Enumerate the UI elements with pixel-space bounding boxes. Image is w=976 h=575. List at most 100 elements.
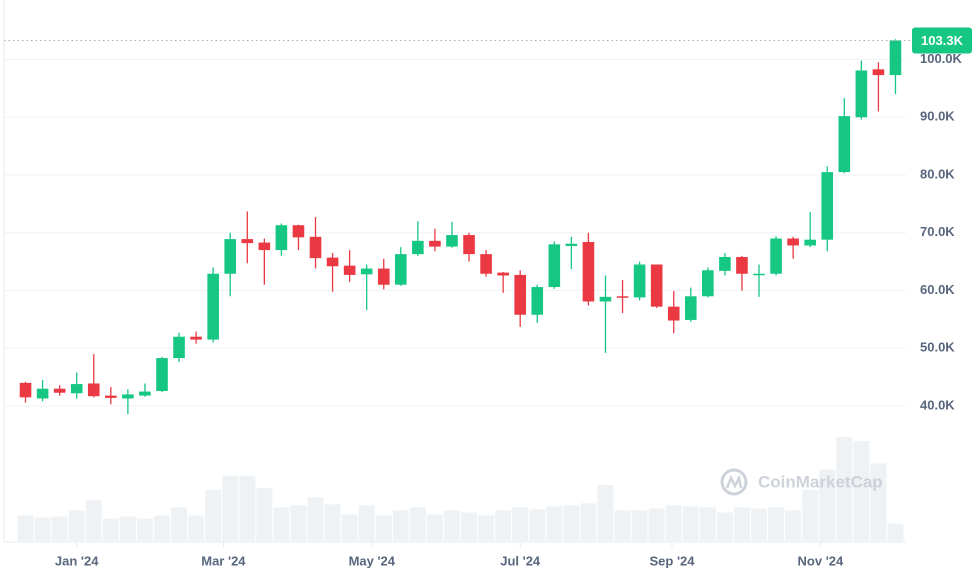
volume-bar bbox=[443, 510, 460, 541]
x-tick-label: Sep '24 bbox=[650, 553, 696, 568]
y-tick-label: 80.0K bbox=[920, 166, 955, 181]
candle-body bbox=[19, 382, 32, 398]
candle-body bbox=[105, 395, 117, 398]
candle-body bbox=[514, 274, 527, 315]
candle-body bbox=[719, 257, 731, 271]
volume-bar bbox=[768, 507, 785, 541]
volume-bar bbox=[665, 505, 682, 541]
volume-bar bbox=[205, 490, 222, 541]
volume-bar bbox=[870, 463, 887, 541]
y-tick-label: 50.0K bbox=[920, 340, 955, 355]
volume-bar bbox=[716, 512, 733, 541]
volume-bar bbox=[597, 484, 614, 541]
candle-body bbox=[360, 268, 373, 275]
volume-bar bbox=[51, 516, 68, 541]
volume-bar bbox=[887, 523, 904, 541]
candle-body bbox=[70, 384, 83, 394]
volume-bar bbox=[819, 469, 836, 541]
candle-body bbox=[156, 358, 168, 391]
volume-bar bbox=[188, 515, 205, 541]
candle-body bbox=[633, 264, 646, 298]
volume-bar bbox=[119, 516, 136, 541]
last-price-box bbox=[912, 27, 972, 54]
volume-bar bbox=[273, 507, 290, 541]
candle-body bbox=[787, 238, 799, 246]
candle-body bbox=[139, 391, 151, 396]
volume-bar bbox=[85, 500, 102, 541]
volume-bar bbox=[34, 517, 51, 541]
volume-bar bbox=[563, 505, 580, 541]
volume-bar bbox=[307, 497, 324, 541]
candle-body bbox=[122, 394, 134, 399]
volume-bar bbox=[682, 506, 699, 541]
candle-body bbox=[599, 296, 612, 302]
candle-body bbox=[736, 257, 748, 274]
candle-body bbox=[224, 239, 237, 274]
volume-bar bbox=[529, 509, 546, 541]
volume-bar bbox=[546, 506, 563, 541]
volume-bar bbox=[426, 514, 443, 541]
volume-bar bbox=[68, 510, 85, 541]
y-tick-label: 90.0K bbox=[920, 109, 955, 124]
y-tick-label: 100.0K bbox=[920, 51, 963, 66]
candle-body bbox=[616, 296, 629, 298]
volume-bar bbox=[102, 518, 119, 541]
candle-body bbox=[190, 336, 202, 340]
volume-bar bbox=[836, 437, 853, 541]
watermark: CoinMarketCap bbox=[720, 468, 883, 496]
candle-body bbox=[87, 383, 100, 397]
volume-bar bbox=[648, 508, 665, 541]
volume-bar bbox=[171, 507, 188, 541]
candle-body bbox=[889, 40, 902, 76]
volume-bar bbox=[478, 515, 495, 541]
volume-bar bbox=[733, 507, 750, 541]
volume-bar bbox=[750, 508, 768, 541]
volume-bar bbox=[256, 487, 273, 541]
candle-body bbox=[36, 388, 49, 399]
volume-bar bbox=[290, 505, 307, 541]
volume-bar bbox=[580, 503, 597, 541]
candle-body bbox=[309, 236, 322, 259]
candle-body bbox=[292, 225, 305, 238]
candle-body bbox=[753, 273, 765, 276]
candle-body bbox=[53, 388, 66, 393]
volume-bar bbox=[614, 510, 631, 541]
volume-bar bbox=[512, 507, 529, 541]
candle-body bbox=[258, 242, 271, 251]
candle-body bbox=[343, 265, 356, 275]
candle-body bbox=[804, 239, 816, 246]
candle-body bbox=[565, 243, 578, 247]
candle-body bbox=[446, 235, 458, 247]
volume-bar bbox=[239, 475, 256, 541]
candle-body bbox=[684, 296, 697, 320]
volume-bar bbox=[785, 510, 802, 541]
candle-body bbox=[531, 287, 544, 315]
candle-body bbox=[838, 116, 851, 173]
candle-body bbox=[821, 172, 834, 240]
candle-body bbox=[241, 239, 254, 244]
candle-body bbox=[275, 225, 288, 251]
watermark-text: CoinMarketCap bbox=[758, 472, 883, 491]
candle-body bbox=[326, 257, 339, 267]
volume-bar bbox=[853, 441, 870, 541]
volume-bar bbox=[802, 490, 819, 541]
candle-body bbox=[548, 244, 561, 288]
y-tick-label: 40.0K bbox=[920, 397, 955, 412]
x-tick-label: Nov '24 bbox=[798, 553, 844, 568]
volume-bar bbox=[375, 515, 392, 541]
x-tick-label: Jul '24 bbox=[500, 553, 541, 568]
y-tick-label: 70.0K bbox=[920, 224, 955, 239]
candle-body bbox=[855, 70, 868, 118]
candle-body bbox=[412, 240, 424, 255]
volume-bar bbox=[222, 475, 239, 541]
volume-bar bbox=[153, 515, 171, 541]
last-price-label: 103.3K bbox=[921, 33, 964, 48]
candle-body bbox=[480, 254, 492, 274]
x-tick-label: May '24 bbox=[349, 553, 396, 568]
candle-body bbox=[429, 240, 441, 247]
volume-bar bbox=[392, 510, 409, 541]
volume-bar bbox=[358, 505, 375, 541]
volume-bar bbox=[461, 512, 478, 541]
